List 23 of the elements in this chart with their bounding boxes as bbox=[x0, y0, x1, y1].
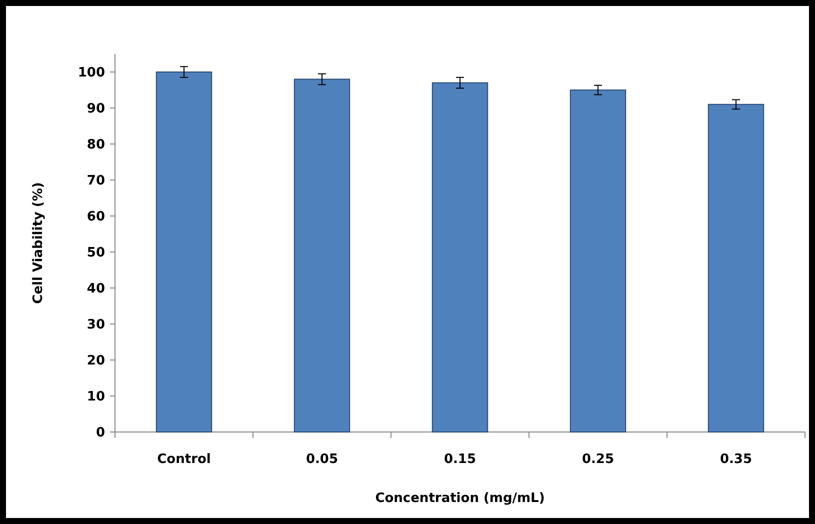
y-tick-label: 80 bbox=[86, 138, 105, 153]
y-tick-label: 90 bbox=[86, 102, 105, 117]
x-tick-label: 0.15 bbox=[444, 452, 476, 467]
y-axis-title: Cell Viability (%) bbox=[31, 182, 46, 304]
bar bbox=[294, 78, 350, 432]
y-tick-label: 100 bbox=[78, 66, 105, 81]
y-tick-label: 60 bbox=[86, 210, 105, 225]
x-tick-label: 0.25 bbox=[582, 452, 614, 467]
bar bbox=[570, 90, 626, 432]
y-tick-label: 0 bbox=[96, 426, 105, 441]
x-tick-label: 0.35 bbox=[720, 452, 752, 467]
x-tick-label: Control bbox=[157, 452, 211, 467]
x-tick-label: 0.05 bbox=[306, 452, 338, 467]
y-tick-label: 50 bbox=[86, 246, 105, 261]
y-tick-label: 30 bbox=[86, 318, 105, 333]
y-tick-label: 20 bbox=[86, 354, 105, 369]
bar bbox=[708, 104, 764, 432]
y-tick-label: 70 bbox=[86, 174, 105, 189]
x-axis-title: Concentration (mg/mL) bbox=[375, 491, 545, 506]
y-tick-label: 10 bbox=[86, 390, 105, 405]
bar bbox=[156, 72, 212, 432]
bar bbox=[432, 82, 488, 432]
y-tick-label: 40 bbox=[86, 282, 105, 297]
